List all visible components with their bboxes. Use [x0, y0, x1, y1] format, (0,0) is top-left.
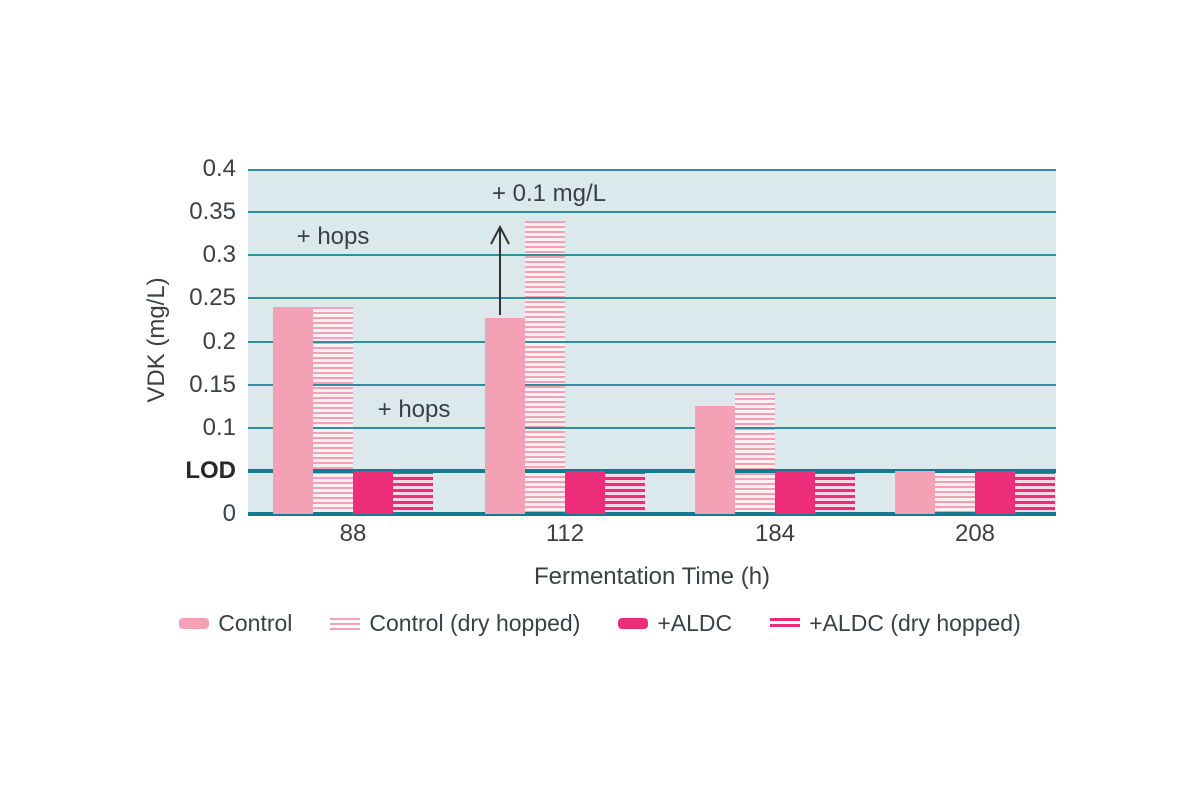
- x-tick-label-112: 112: [545, 520, 585, 547]
- bar-solid-pink-184: [695, 406, 735, 514]
- gridline-LOD: [248, 468, 1056, 473]
- y-tick-label-0.3: 0.3: [202, 241, 236, 269]
- bar-hatch-magenta-184: [815, 470, 855, 514]
- gridline-0.2: [248, 340, 1056, 343]
- bar-solid-pink-208: [895, 470, 935, 514]
- gridline-0.15: [248, 383, 1056, 386]
- y-tick-label-0.35: 0.35: [189, 198, 236, 226]
- gridline-0.1: [248, 426, 1056, 429]
- bar-solid-pink-112: [485, 318, 525, 514]
- y-tick-label-0.1: 0.1: [202, 413, 236, 441]
- x-tick-label-184: 184: [754, 520, 796, 547]
- legend-swatch-solid-magenta-icon: [618, 618, 649, 629]
- bar-hatch-magenta-208: [1015, 470, 1055, 514]
- y-tick-label-LOD: LOD: [185, 456, 236, 484]
- plot-area: + hops + hops + 0.1 mg/L: [248, 169, 1056, 516]
- bar-hatch-magenta-88: [393, 470, 433, 514]
- bar-hatch-pink-184: [735, 393, 775, 514]
- legend: Control Control (dry hopped) +ALDC +ALDC (d…: [0, 610, 1200, 637]
- legend-label: Control: [218, 610, 293, 636]
- y-tick-label-0.15: 0.15: [189, 370, 236, 398]
- gridline-0.3: [248, 254, 1056, 257]
- bar-solid-magenta-88: [353, 470, 393, 514]
- legend-swatch-solid-pink-icon: [179, 618, 210, 629]
- y-tick-label-0.4: 0.4: [202, 155, 236, 182]
- legend-item-hatch-magenta: +ALDC (dry hopped): [770, 610, 1021, 637]
- annotation-hops-88-aldc: + hops: [377, 396, 451, 423]
- x-axis-title: Fermentation Time (h): [533, 563, 771, 590]
- legend-swatch-hatch-pink-icon: [330, 617, 361, 630]
- legend-item-solid-pink: Control: [179, 610, 292, 637]
- legend-label: +ALDC (dry hopped): [809, 610, 1021, 636]
- legend-item-solid-magenta: +ALDC: [618, 610, 732, 637]
- bar-hatch-magenta-112: [605, 470, 645, 514]
- bar-solid-pink-88: [273, 307, 313, 514]
- gridline-0.4: [248, 169, 1056, 171]
- gridline-0.25: [248, 297, 1056, 300]
- legend-label: Control (dry hopped): [369, 610, 581, 636]
- bar-solid-magenta-184: [775, 470, 815, 514]
- legend-swatch-hatch-magenta-icon: [770, 617, 801, 630]
- x-tick-label-208: 208: [954, 520, 996, 547]
- x-tick-label-88: 88: [339, 520, 367, 547]
- y-tick-label-0.25: 0.25: [189, 284, 236, 312]
- bar-solid-magenta-112: [565, 470, 605, 514]
- bar-hatch-pink-88: [313, 307, 353, 514]
- annotation-hops-88: + hops: [296, 223, 370, 250]
- legend-label: +ALDC: [657, 610, 733, 636]
- legend-item-hatch-pink: Control (dry hopped): [330, 610, 580, 637]
- bar-hatch-pink-112: [525, 220, 565, 514]
- bar-solid-magenta-208: [975, 470, 1015, 514]
- annotation-increase-112: + 0.1 mg/L: [491, 180, 607, 207]
- bar-hatch-pink-208: [935, 470, 975, 514]
- y-tick-label-0.2: 0.2: [202, 327, 236, 355]
- gridline-0: [248, 512, 1056, 516]
- y-tick-label-0: 0: [222, 500, 236, 527]
- gridline-0.35: [248, 211, 1056, 214]
